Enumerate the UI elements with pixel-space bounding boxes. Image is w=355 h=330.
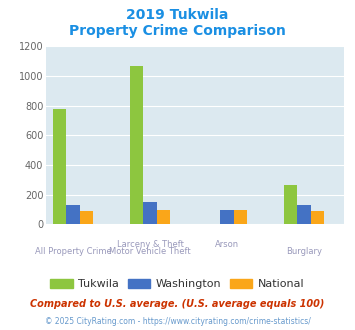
Legend: Tukwila, Washington, National: Tukwila, Washington, National (46, 275, 309, 294)
Bar (311, 211, 324, 224)
Bar (130, 66, 143, 224)
Bar (143, 202, 157, 224)
Text: Compared to U.S. average. (U.S. average equals 100): Compared to U.S. average. (U.S. average … (30, 299, 325, 309)
Text: Arson: Arson (215, 240, 239, 249)
Bar (220, 210, 234, 224)
Bar (297, 205, 311, 224)
Text: All Property Crime: All Property Crime (34, 248, 111, 256)
Bar (157, 210, 170, 224)
Text: 2019 Tukwila: 2019 Tukwila (126, 8, 229, 22)
Text: Property Crime Comparison: Property Crime Comparison (69, 24, 286, 38)
Text: Larceny & Theft: Larceny & Theft (116, 240, 184, 249)
Bar (53, 109, 66, 224)
Text: © 2025 CityRating.com - https://www.cityrating.com/crime-statistics/: © 2025 CityRating.com - https://www.city… (45, 317, 310, 326)
Text: Motor Vehicle Theft: Motor Vehicle Theft (109, 248, 191, 256)
Bar (66, 205, 80, 224)
Text: Burglary: Burglary (286, 248, 322, 256)
Bar (234, 210, 247, 224)
Bar (80, 211, 93, 224)
Bar (284, 184, 297, 224)
